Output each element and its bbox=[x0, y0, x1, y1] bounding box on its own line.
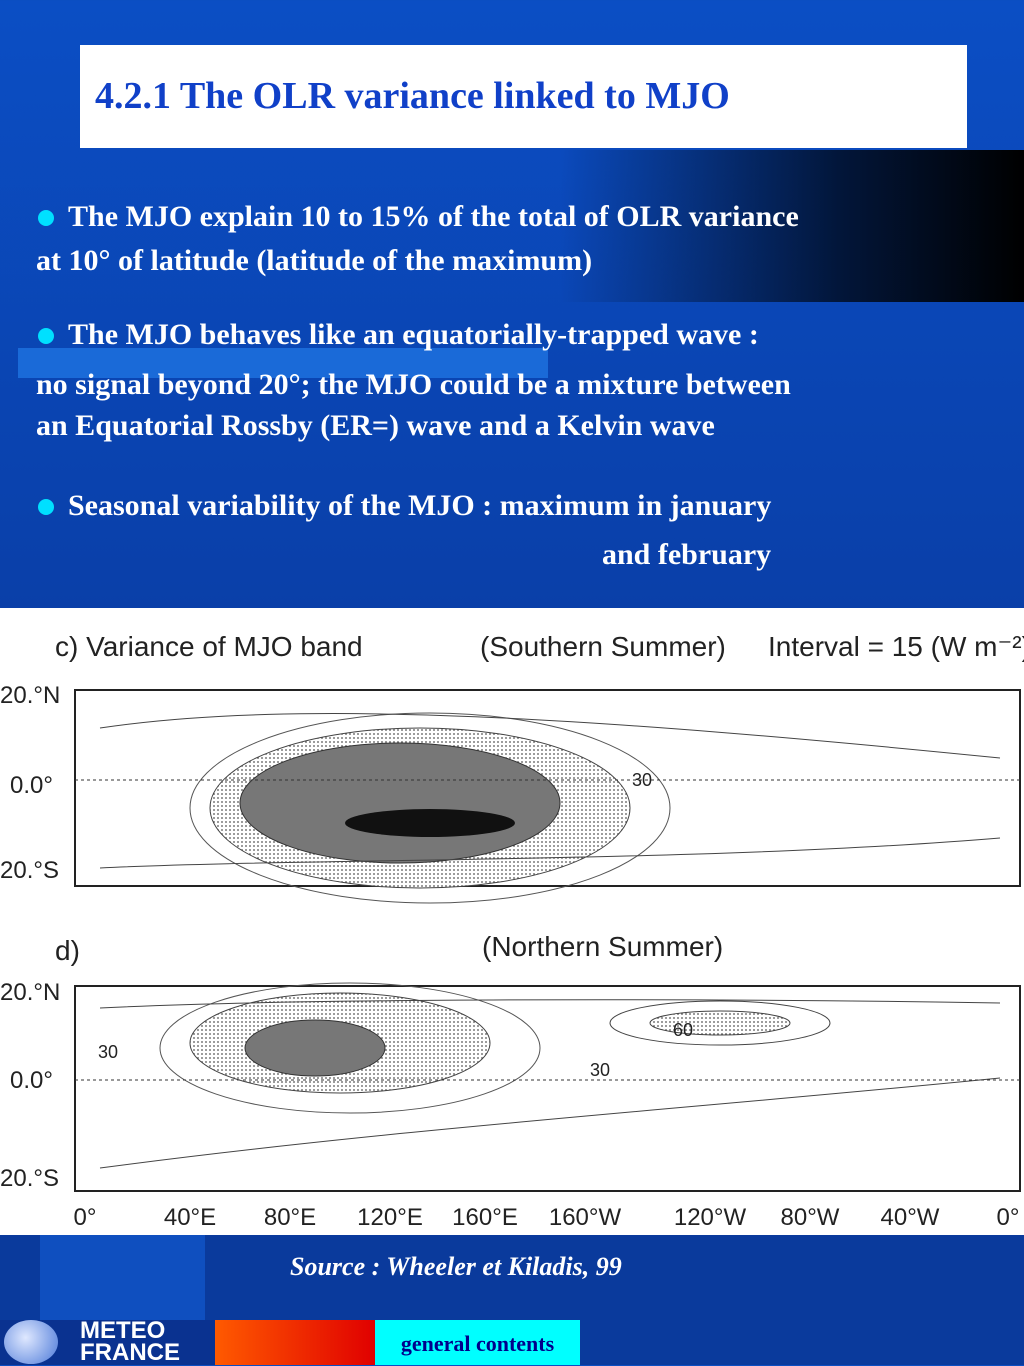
logo-text: METEO bbox=[80, 1317, 166, 1344]
bullet-line: no signal beyond 20°; the MJO could be a… bbox=[36, 368, 791, 401]
bullet-line: and february bbox=[602, 538, 772, 571]
link-box[interactable] bbox=[375, 1320, 580, 1365]
lon-label: 160°E bbox=[452, 1204, 518, 1231]
lat-label: 0.0° bbox=[10, 1067, 53, 1094]
contour bbox=[609, 1000, 831, 1046]
red-box bbox=[215, 1320, 375, 1365]
map-frame bbox=[74, 985, 1021, 1192]
lat-label: 0.0° bbox=[10, 772, 53, 799]
bullet-line: Seasonal variability of the MJO : maximu… bbox=[68, 489, 772, 522]
stripe bbox=[18, 348, 548, 378]
figure: c) Variance of MJO band (Southern Summer… bbox=[0, 608, 1024, 1235]
panel-season: (Northern Summer) bbox=[482, 931, 723, 962]
lon-label: 120°W bbox=[674, 1204, 747, 1231]
panel-interval: Interval = 15 (W m⁻²)² bbox=[768, 631, 1024, 662]
contour-label: 60 bbox=[673, 1020, 693, 1040]
lat-label: 20.°N bbox=[0, 979, 60, 1006]
lon-label: 40°E bbox=[164, 1204, 216, 1231]
lat-label: 20.°S bbox=[0, 857, 59, 884]
source: Source : Wheeler et Kiladis, 99 bbox=[290, 1252, 622, 1281]
panel-label: c) Variance of MJO band bbox=[55, 631, 363, 662]
contour-label: 30 bbox=[590, 1060, 610, 1080]
bullet-line: The MJO explain 10 to 15% of the total o… bbox=[68, 200, 799, 233]
contour bbox=[159, 982, 541, 1114]
contour bbox=[99, 999, 1001, 1169]
bullet-line: at 10° of latitude (latitude of the maxi… bbox=[36, 244, 593, 277]
lat-label: 20.°S bbox=[0, 1165, 59, 1192]
lat-label: 20.°N bbox=[0, 682, 60, 709]
lon-label: 80°W bbox=[781, 1204, 840, 1231]
stripe bbox=[40, 1235, 205, 1320]
lon-label: 0° bbox=[997, 1204, 1020, 1231]
contour bbox=[649, 1010, 791, 1036]
lon-label: 0° bbox=[74, 1204, 97, 1231]
lon-label: 40°W bbox=[881, 1204, 940, 1231]
logo-icon bbox=[4, 1320, 58, 1364]
bullet-line: an Equatorial Rossby (ER=) wave and a Ke… bbox=[36, 409, 715, 442]
map-figure: c) Variance of MJO band (Southern Summer… bbox=[0, 631, 1024, 1231]
lon-labels: 0° 40°E 80°E 120°E 160°E 160°W 120°W 80°W 40°W 0° bbox=[74, 1204, 1020, 1231]
slide-title: 4.2.1 The OLR variance linked to MJO bbox=[95, 75, 730, 117]
contour bbox=[239, 742, 561, 864]
bullet-dot bbox=[38, 499, 54, 515]
bullet-dot bbox=[38, 328, 54, 344]
link[interactable]: general contents bbox=[400, 1331, 555, 1356]
panel-season: (Southern Summer) bbox=[480, 631, 726, 662]
contour bbox=[99, 713, 1001, 869]
lon-label: 80°E bbox=[264, 1204, 316, 1231]
bullet-line: The MJO behaves like an equatorially-tra… bbox=[68, 318, 759, 351]
contour-label: 30 bbox=[98, 1042, 118, 1062]
dark-band bbox=[560, 150, 1024, 302]
title-box bbox=[80, 45, 967, 148]
contour-label: 30 bbox=[632, 770, 652, 790]
lon-label: 120°E bbox=[357, 1204, 423, 1231]
contour bbox=[189, 712, 671, 904]
contour bbox=[244, 1019, 386, 1077]
contour bbox=[345, 809, 515, 837]
bullet-dot bbox=[38, 210, 54, 226]
lon-label: 160°W bbox=[549, 1204, 622, 1231]
panel-label: d) bbox=[55, 935, 80, 966]
logo-text: FRANCE bbox=[80, 1339, 180, 1366]
map-frame bbox=[74, 689, 1021, 887]
